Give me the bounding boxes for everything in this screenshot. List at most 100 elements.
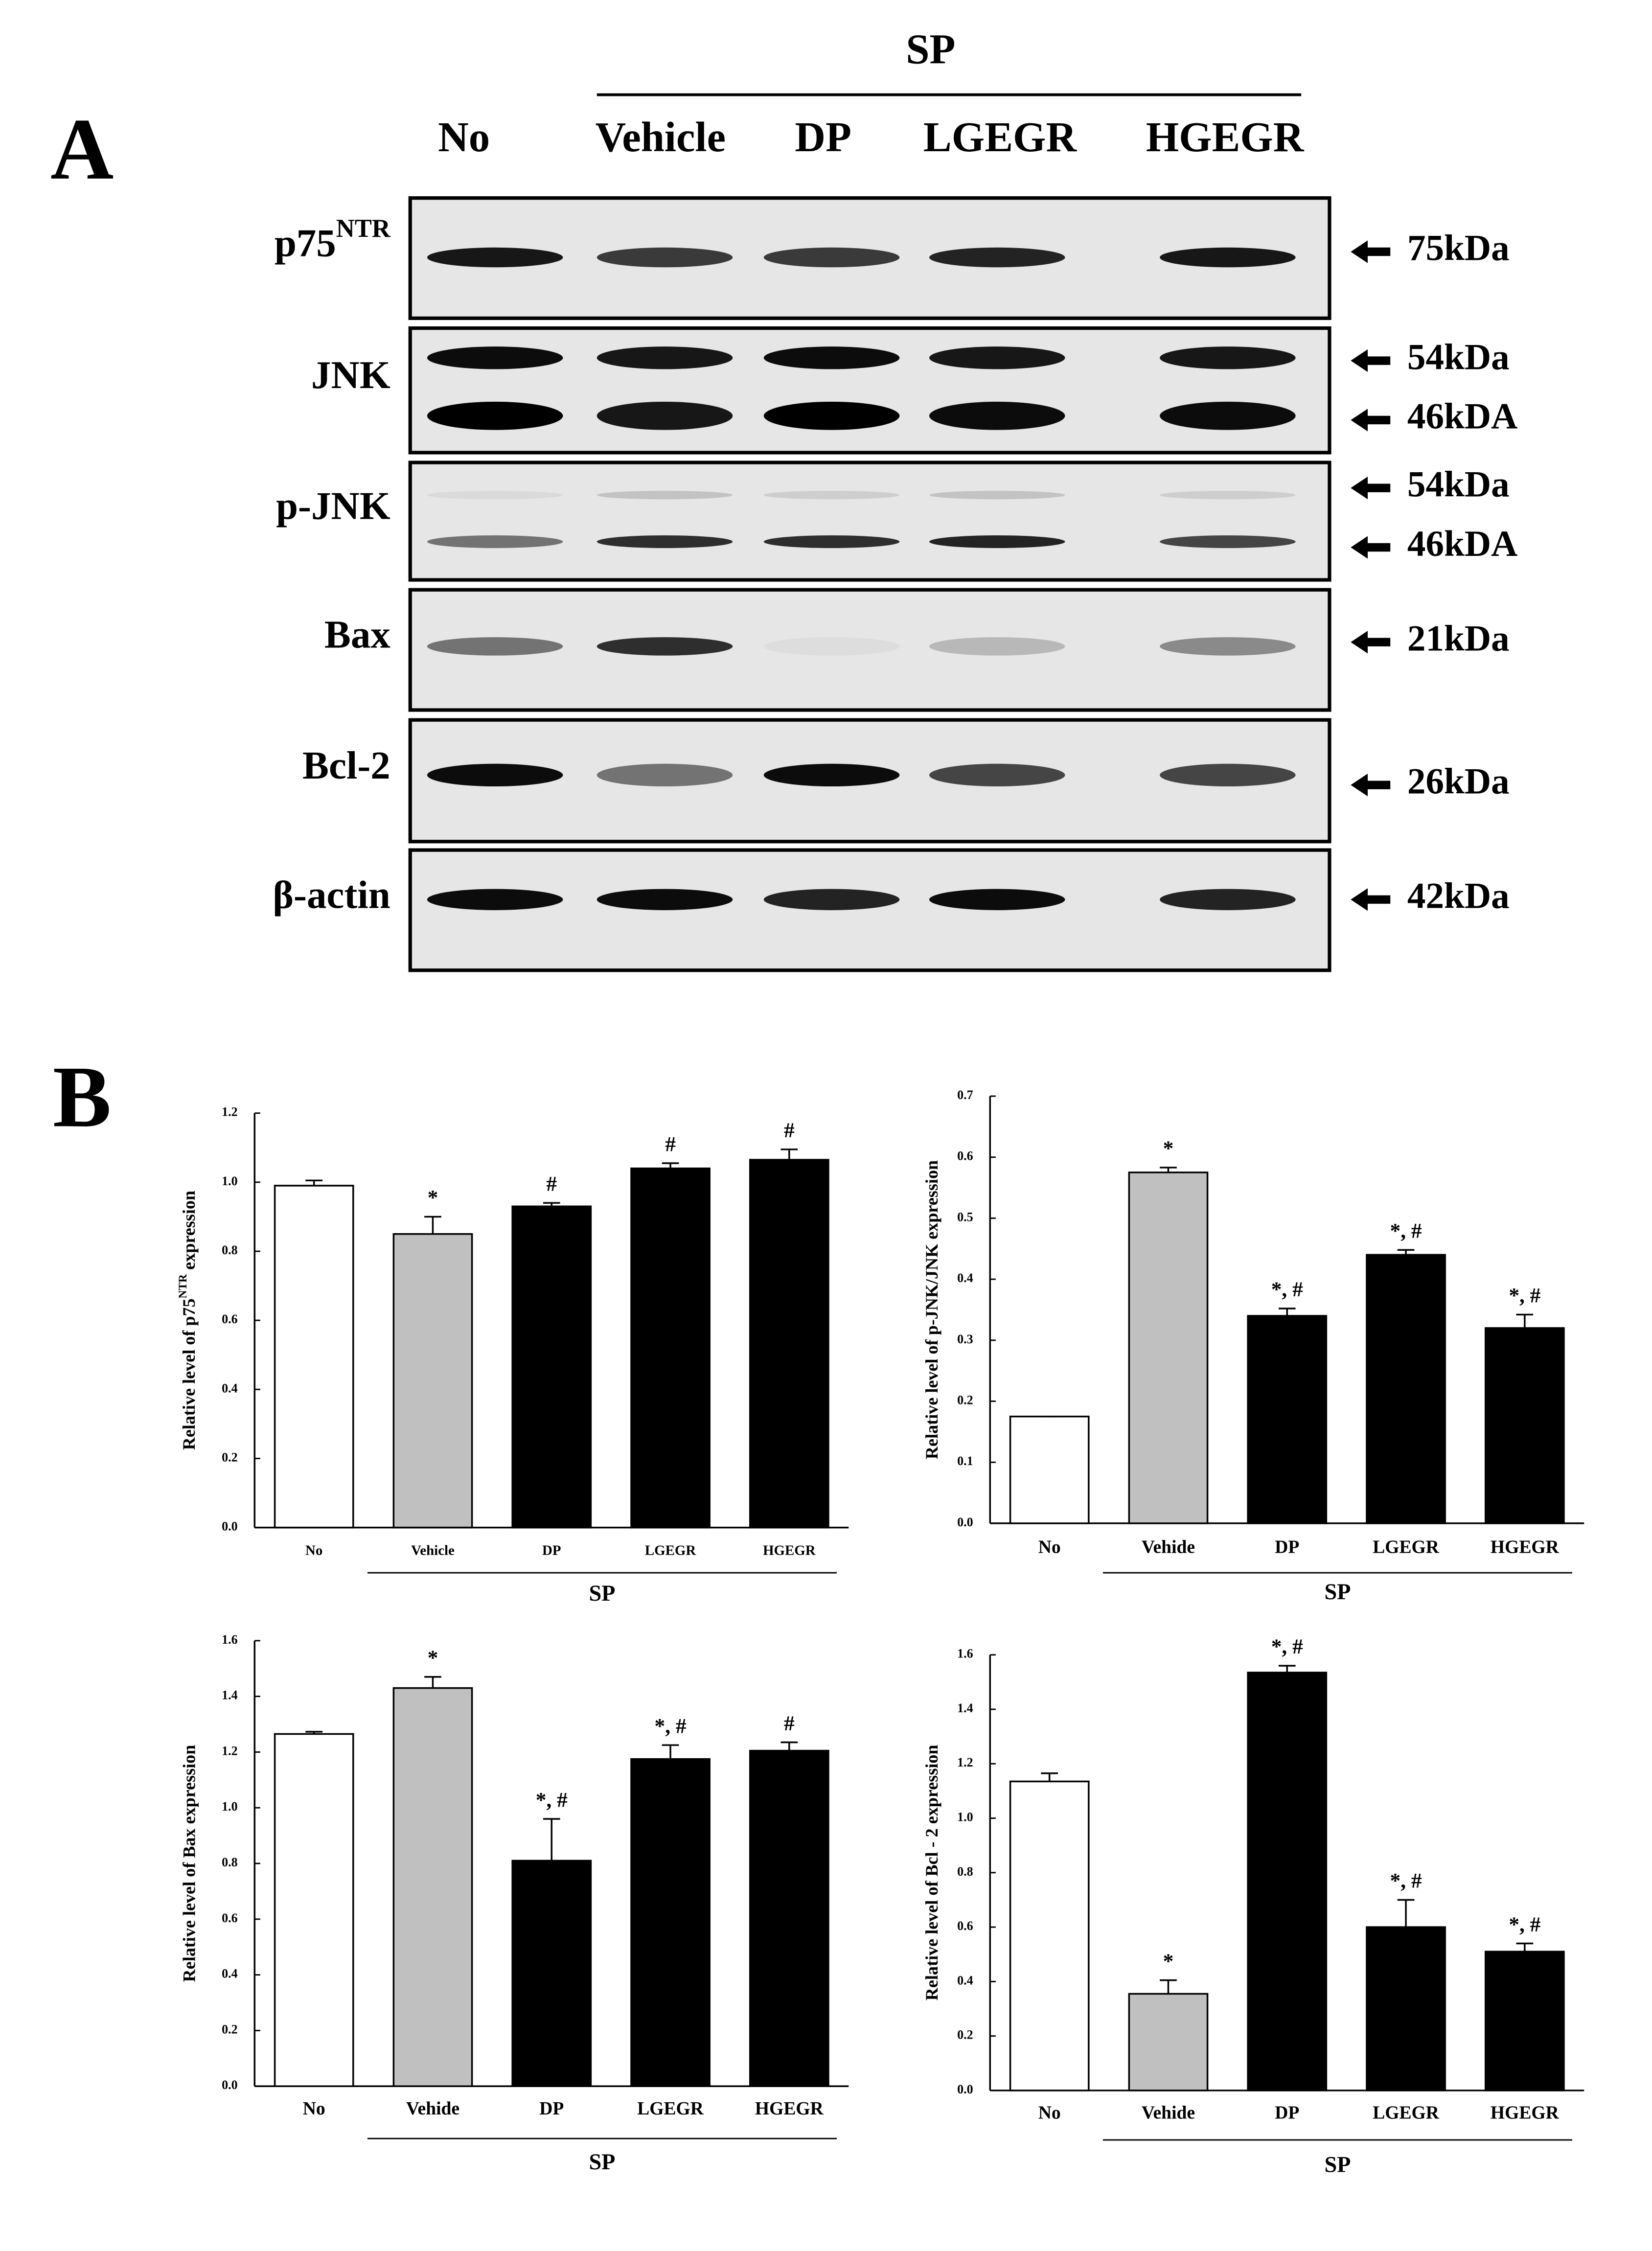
x-tick-label: DP	[542, 1542, 561, 1558]
y-tick-label: 0.0	[957, 2082, 973, 2096]
error-bar	[543, 1202, 560, 1207]
bar	[1366, 1926, 1446, 2091]
significance-label: *, #	[655, 1714, 687, 1738]
bar	[392, 1233, 473, 1529]
blot-band	[427, 490, 563, 500]
lane-label: DP	[795, 114, 851, 161]
blot-band	[1160, 401, 1296, 430]
x-tick-label: DP	[539, 2099, 564, 2119]
lane-label: Vehicle	[596, 114, 726, 161]
row-label: p75NTR	[275, 214, 391, 265]
significance-label: *, #	[1390, 1219, 1422, 1243]
y-tick-label: 0.6	[957, 1149, 973, 1163]
blot-panel	[408, 460, 1331, 582]
blot-band	[597, 535, 733, 549]
blot-band	[427, 763, 563, 787]
arrow	[1351, 536, 1391, 559]
x-tick-label: Vehide	[1142, 1538, 1195, 1558]
bar	[1247, 1672, 1328, 2091]
blot-band	[597, 763, 733, 787]
y-axis-label: Relative level of p75NTR expression	[177, 1191, 199, 1450]
y-tick-label: 0.4	[222, 1967, 238, 1981]
y-tick-label: 0.1	[957, 1454, 973, 1468]
blot-band	[929, 346, 1065, 369]
bar	[630, 1167, 711, 1529]
y-tick-label: 0.3	[957, 1332, 973, 1346]
y-axis-label: Relative level of Bcl - 2 expression	[922, 1745, 941, 2000]
blot-band	[929, 763, 1065, 787]
arrow	[1351, 774, 1391, 797]
significance-label: *, #	[1271, 1278, 1303, 1301]
error-bar	[1397, 1249, 1415, 1255]
marker-label: 21kDa	[1407, 618, 1510, 659]
blot-band	[597, 490, 733, 500]
error-bar	[780, 1148, 798, 1160]
error-bar	[1278, 1308, 1296, 1316]
group-label: SP	[906, 26, 955, 73]
blot-band	[763, 401, 900, 430]
y-tick-label: 0.8	[222, 1855, 238, 1869]
x-tick-label: LGEGR	[1373, 2103, 1440, 2123]
y-tick-label: 1.6	[957, 1647, 973, 1661]
blot-band	[1160, 889, 1296, 910]
error-bar	[1516, 1942, 1534, 1952]
y-tick-label: 0.2	[957, 2028, 973, 2042]
marker-label: 54kDa	[1407, 464, 1510, 505]
blot-band	[1160, 346, 1296, 369]
significance-label: #	[784, 1119, 795, 1142]
row-label: p-JNK	[276, 484, 390, 528]
significance-label: #	[546, 1172, 557, 1195]
y-tick-label: 0.2	[222, 1450, 238, 1464]
significance-label: *, #	[1509, 1284, 1540, 1308]
y-tick-label: 1.2	[957, 1755, 973, 1769]
error-bar	[543, 1818, 560, 1861]
y-tick-label: 1.0	[957, 1810, 973, 1824]
row-label: JNK	[311, 353, 390, 397]
blot-band	[597, 346, 733, 369]
bar	[511, 1205, 592, 1529]
x-tick-label: No	[1038, 1538, 1061, 1558]
blot-band	[929, 401, 1065, 430]
group-label: SP	[1324, 2153, 1351, 2178]
x-tick-label: LGEGR	[637, 2099, 704, 2119]
y-tick-label: 0.4	[222, 1381, 238, 1395]
bar	[1009, 1415, 1090, 1524]
y-axis-label: Relative level of Bax expression	[180, 1745, 199, 1982]
arrow	[1351, 631, 1391, 654]
blot-band	[427, 637, 563, 656]
blot-band	[929, 637, 1065, 656]
x-tick-label: DP	[1275, 2103, 1299, 2123]
group-label: SP	[589, 1581, 615, 1606]
blot-panel	[408, 848, 1331, 972]
significance-label: *, #	[1390, 1869, 1422, 1893]
significance-label: #	[665, 1132, 676, 1156]
significance-label: *, #	[1271, 1635, 1303, 1658]
x-tick-label: Vehicle	[411, 1542, 455, 1558]
significance-label: #	[784, 1712, 795, 1735]
blot-band	[763, 889, 900, 910]
bar	[392, 1687, 473, 2088]
error-bar	[662, 1744, 679, 1759]
text-part: expression	[180, 1191, 199, 1270]
blot-band	[1160, 637, 1296, 656]
marker-label: 42kDa	[1407, 876, 1510, 917]
blot-band	[427, 346, 563, 369]
y-tick-label: 0.8	[222, 1243, 238, 1257]
marker-label: 75kDa	[1407, 228, 1510, 269]
arrow	[1351, 409, 1391, 432]
significance-label: *, #	[1509, 1913, 1540, 1936]
y-tick-label: 1.0	[222, 1174, 238, 1188]
significance-label: *, #	[536, 1788, 568, 1812]
row-label: Bax	[324, 613, 390, 657]
error-bar	[1041, 1772, 1058, 1782]
x-tick-label: HGEGR	[1491, 2103, 1560, 2123]
y-tick-label: 0.0	[222, 2078, 238, 2092]
panel-label: B	[53, 1048, 112, 1145]
blot-band	[597, 401, 733, 430]
arrow	[1351, 477, 1391, 500]
lane-label: HGEGR	[1146, 114, 1305, 161]
text-part: Relative level of p75	[180, 1298, 199, 1450]
y-tick-label: 0.7	[957, 1088, 973, 1102]
error-bar	[1397, 1899, 1415, 1928]
